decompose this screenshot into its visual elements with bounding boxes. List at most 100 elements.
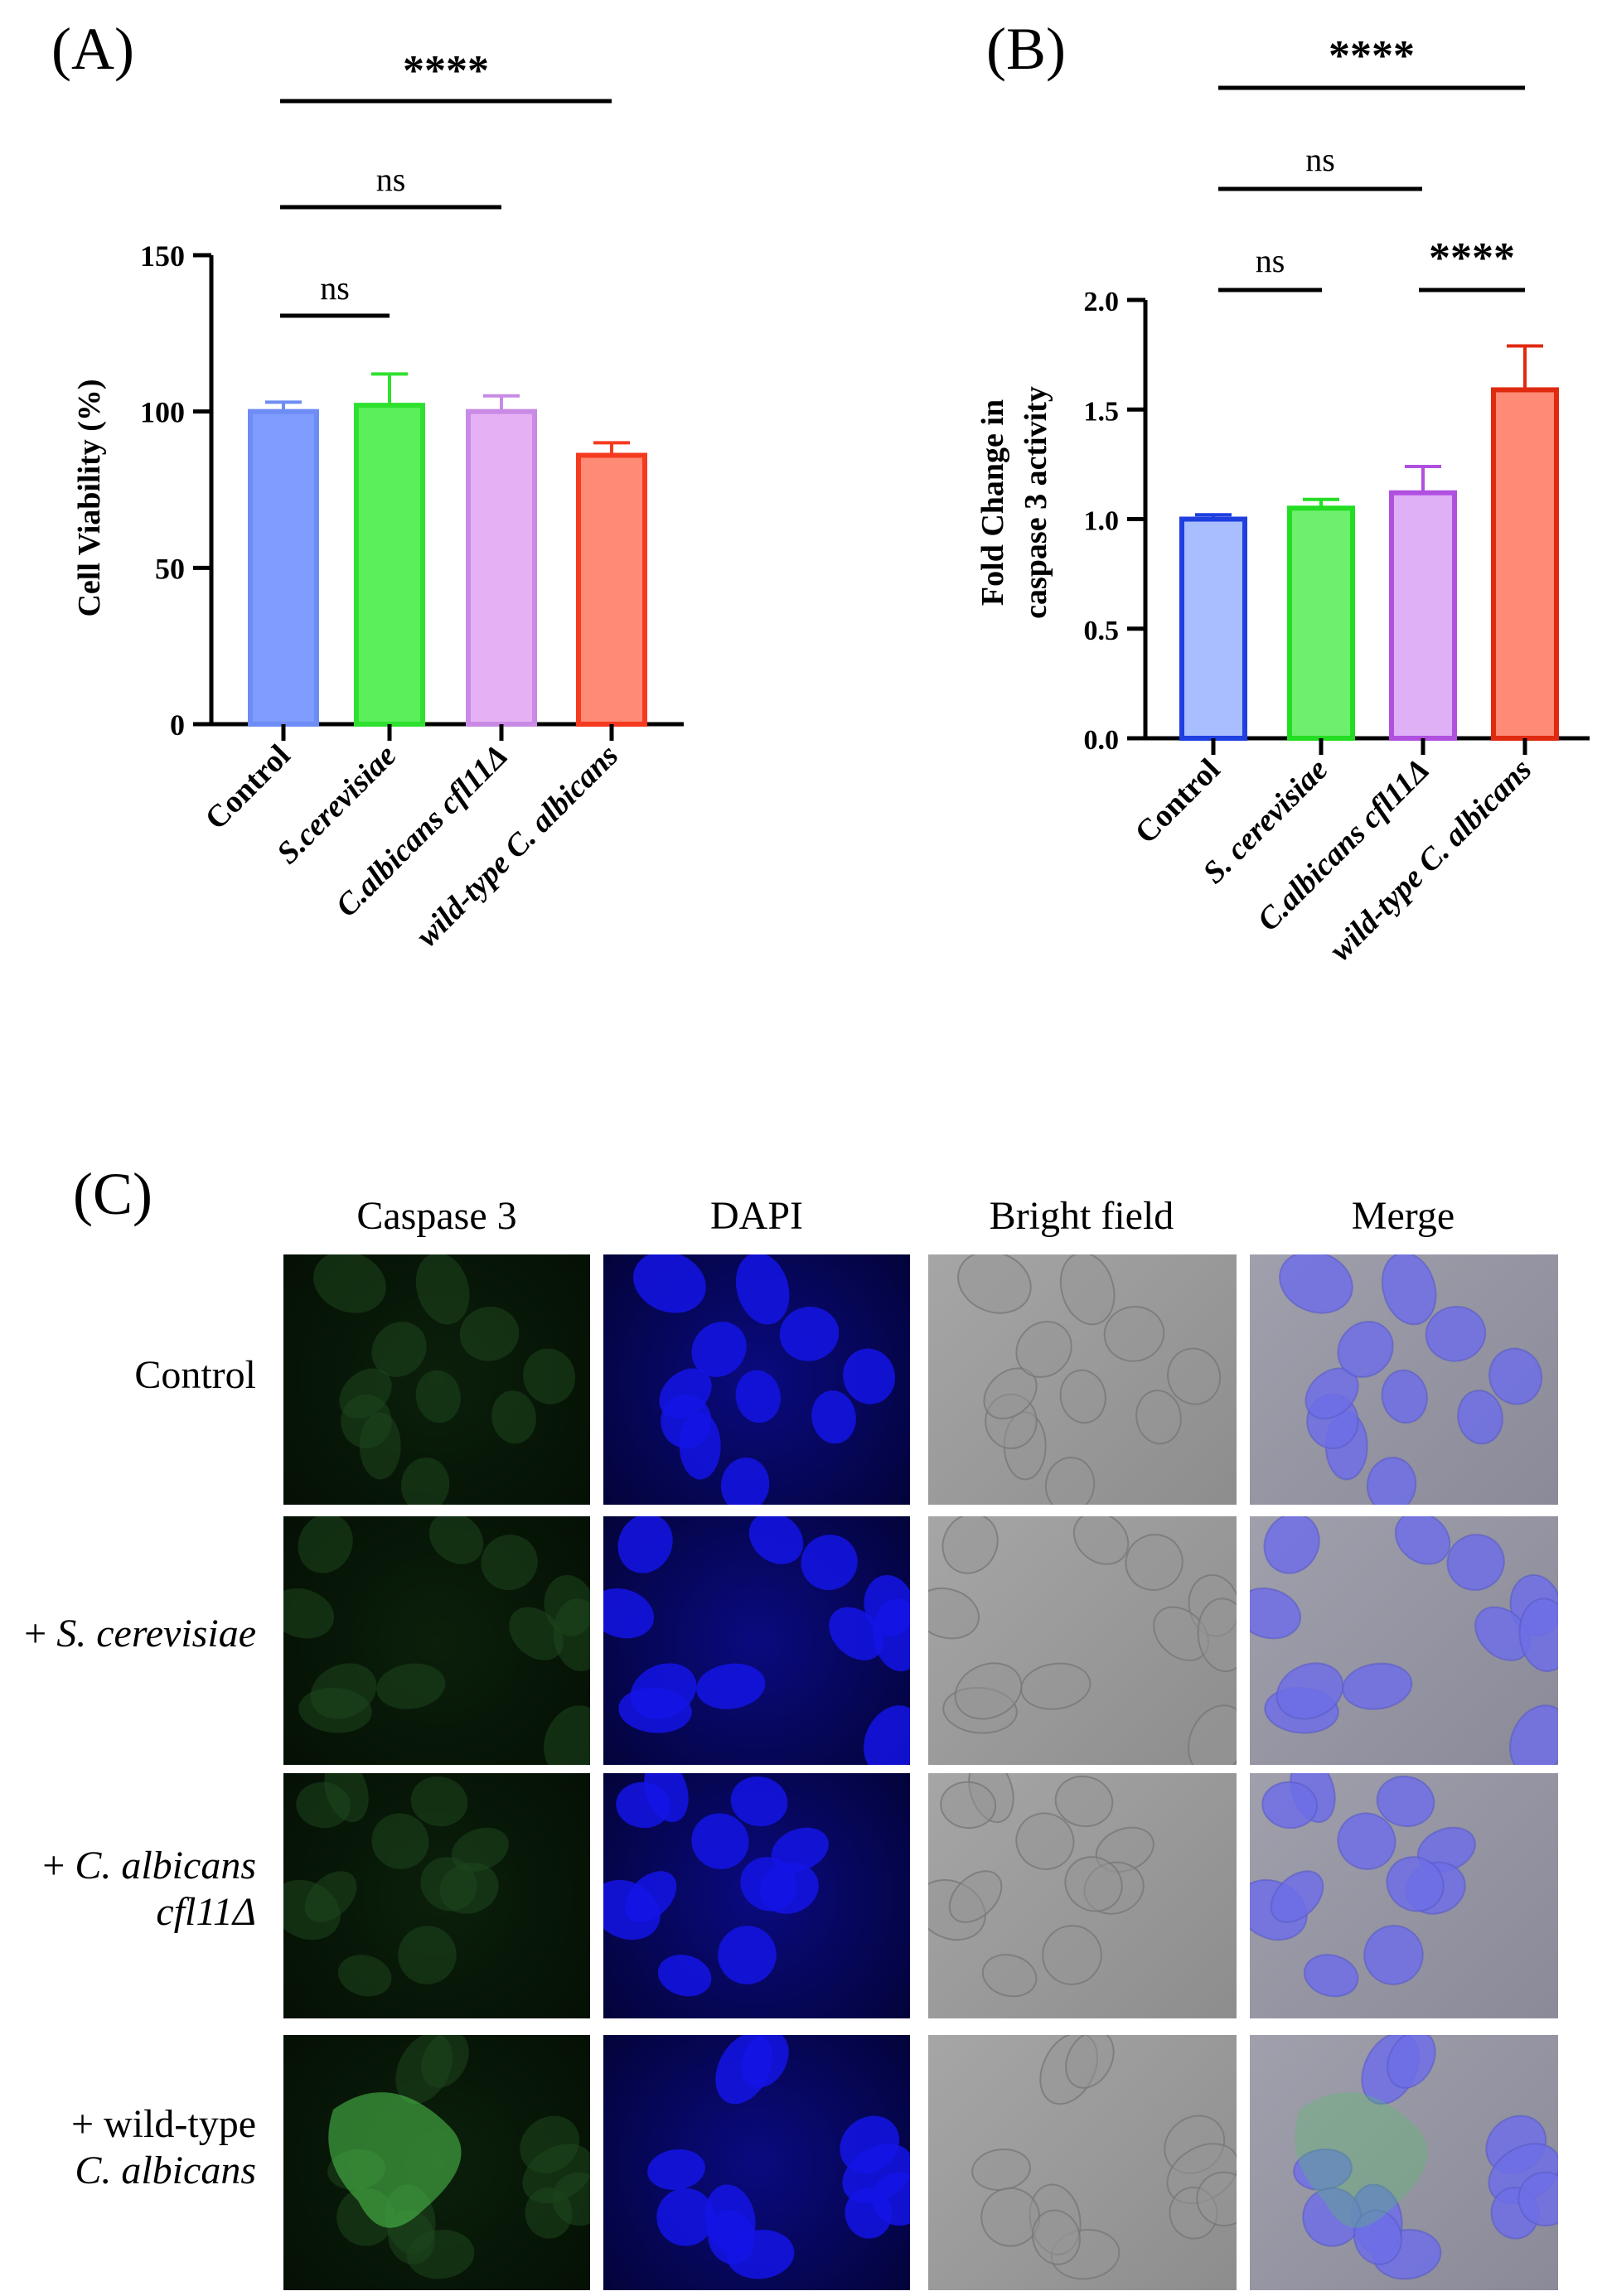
cell-nucleus bbox=[1044, 1457, 1096, 1505]
y-tick-label: 50 bbox=[155, 552, 185, 585]
x-tick-label: Control bbox=[199, 738, 298, 837]
cell-nucleus bbox=[415, 1370, 461, 1424]
micro-image-cells bbox=[971, 2035, 1237, 2280]
micro-image-merge-row-4 bbox=[1250, 2035, 1558, 2290]
cell-nucleus bbox=[735, 1370, 781, 1424]
cell-nucleus bbox=[730, 1776, 788, 1827]
cell-nucleus bbox=[1065, 2035, 1115, 2089]
cell-nucleus bbox=[1261, 1781, 1319, 1830]
cell-nucleus bbox=[1059, 1369, 1106, 1424]
cell-nucleus bbox=[1275, 1662, 1344, 1720]
bar bbox=[1287, 505, 1355, 742]
micro-image-cells bbox=[1250, 1773, 1476, 1998]
bar bbox=[1179, 516, 1247, 741]
cell-nucleus bbox=[740, 1857, 797, 1912]
cell-nucleus bbox=[779, 1307, 840, 1361]
row-label-wild-type: + wild-type C. albicans bbox=[70, 2102, 256, 2192]
cell-nucleus bbox=[1197, 1598, 1237, 1673]
row-label-c-albicans-cfl11: + C. albicans cfl11Δ bbox=[42, 1844, 256, 1934]
cell-nucleus bbox=[741, 2035, 789, 2088]
micro-image-cells bbox=[928, 1773, 1154, 1998]
cell-nucleus bbox=[829, 1607, 883, 1660]
cell-nucleus bbox=[1054, 1775, 1114, 1828]
cell-nucleus bbox=[1031, 2209, 1081, 2265]
cell-nucleus bbox=[400, 1457, 450, 1505]
micro-image-merge-row-3 bbox=[1250, 1773, 1558, 2018]
cell-nucleus bbox=[1488, 1347, 1543, 1405]
bar bbox=[466, 408, 537, 727]
cell-nucleus bbox=[748, 1516, 804, 1564]
cell-nucleus bbox=[1125, 1534, 1183, 1592]
row-label-control: Control bbox=[134, 1353, 256, 1397]
cell-nucleus bbox=[1103, 1306, 1165, 1362]
micro-image-cells bbox=[283, 1516, 590, 1765]
y-tick-label: 2.0 bbox=[1084, 287, 1120, 317]
cell-nucleus bbox=[481, 1535, 538, 1591]
x-tick-label: wild-type C. albicans bbox=[1323, 752, 1538, 968]
cell-nucleus bbox=[1446, 1534, 1505, 1592]
panel-label-a: (A) bbox=[51, 16, 134, 82]
cell-nucleus bbox=[1135, 1390, 1182, 1445]
cell-nucleus bbox=[864, 1705, 910, 1765]
cell-nucleus bbox=[603, 1588, 655, 1639]
cell-nucleus bbox=[1387, 2035, 1436, 2089]
cell-nucleus bbox=[410, 1776, 468, 1827]
cell-nucleus bbox=[617, 1516, 673, 1573]
cell-nucleus bbox=[544, 1705, 590, 1765]
caspase-positive-signal bbox=[1295, 2092, 1428, 2228]
cell-nucleus bbox=[616, 1781, 671, 1829]
cell-nucleus bbox=[1337, 1321, 1394, 1378]
micro-image-cells bbox=[313, 1254, 576, 1505]
cell-nucleus bbox=[981, 1954, 1038, 1998]
cell-nucleus bbox=[659, 1368, 712, 1419]
cell-nucleus bbox=[707, 2210, 755, 2265]
cell-nucleus bbox=[313, 1254, 386, 1313]
cell-nucleus bbox=[420, 1857, 477, 1912]
y-tick-label: 0 bbox=[170, 708, 185, 742]
cell-nucleus bbox=[1366, 1457, 1417, 1505]
cell-nucleus bbox=[1457, 1390, 1503, 1445]
cell-nucleus bbox=[718, 1926, 777, 1984]
cell-nucleus bbox=[957, 1254, 1032, 1314]
micro-image-cells bbox=[327, 2035, 590, 2279]
cell-nucleus bbox=[928, 1587, 980, 1640]
micro-image-merge-row-1 bbox=[1250, 1254, 1558, 1505]
cell-nucleus bbox=[691, 1322, 747, 1377]
micro-image-dapi-row-1 bbox=[603, 1254, 910, 1505]
micro-image-cells bbox=[647, 2035, 910, 2279]
caspase-chart: 0.0 0.5 1.0 1.5 2.0 Fold Change in caspase 3 a… bbox=[975, 32, 1590, 968]
micro-image-bright-field-row-3 bbox=[928, 1773, 1237, 2018]
y-tick-label: 150 bbox=[140, 239, 185, 273]
cell-nucleus bbox=[491, 1390, 536, 1444]
micro-image-cells bbox=[928, 1516, 1237, 1765]
x-tick-label: wild-type C. albicans bbox=[409, 738, 625, 954]
cell-nucleus bbox=[421, 2035, 469, 2088]
cell-nucleus bbox=[1363, 1925, 1424, 1985]
cell-nucleus bbox=[509, 1607, 564, 1660]
cell-nucleus bbox=[1376, 1775, 1435, 1828]
cell-nucleus bbox=[873, 1598, 910, 1672]
micro-image-cells bbox=[603, 1516, 910, 1765]
cell-nucleus bbox=[304, 1871, 357, 1922]
cell-nucleus bbox=[1425, 1306, 1487, 1362]
cell-nucleus bbox=[647, 2149, 705, 2190]
column-header-bright-field: Bright field bbox=[989, 1194, 1174, 1238]
y-tick-label: 1.0 bbox=[1084, 506, 1120, 537]
cell-nucleus bbox=[1270, 1870, 1324, 1923]
column-header-merge: Merge bbox=[1351, 1194, 1455, 1238]
cell-nucleus bbox=[633, 1254, 706, 1313]
cell-nucleus bbox=[1015, 1321, 1072, 1378]
cell-nucleus bbox=[1518, 1598, 1558, 1673]
cell-nucleus bbox=[1042, 1925, 1102, 1985]
micro-image-cells bbox=[1279, 1254, 1543, 1505]
cell-nucleus bbox=[1381, 1369, 1428, 1424]
row-label-s-cerevisiae: + S. cerevisiae bbox=[24, 1612, 256, 1656]
cell-nucleus bbox=[811, 1390, 856, 1444]
cell-nucleus bbox=[872, 2172, 910, 2226]
column-header-dapi: DAPI bbox=[709, 1194, 803, 1238]
significance-label: ns bbox=[1305, 141, 1335, 178]
panel-label-c: (C) bbox=[73, 1161, 152, 1227]
cell-nucleus bbox=[283, 1588, 335, 1639]
y-axis-label: Fold Change in bbox=[975, 399, 1010, 606]
cell-nucleus bbox=[552, 2172, 590, 2226]
